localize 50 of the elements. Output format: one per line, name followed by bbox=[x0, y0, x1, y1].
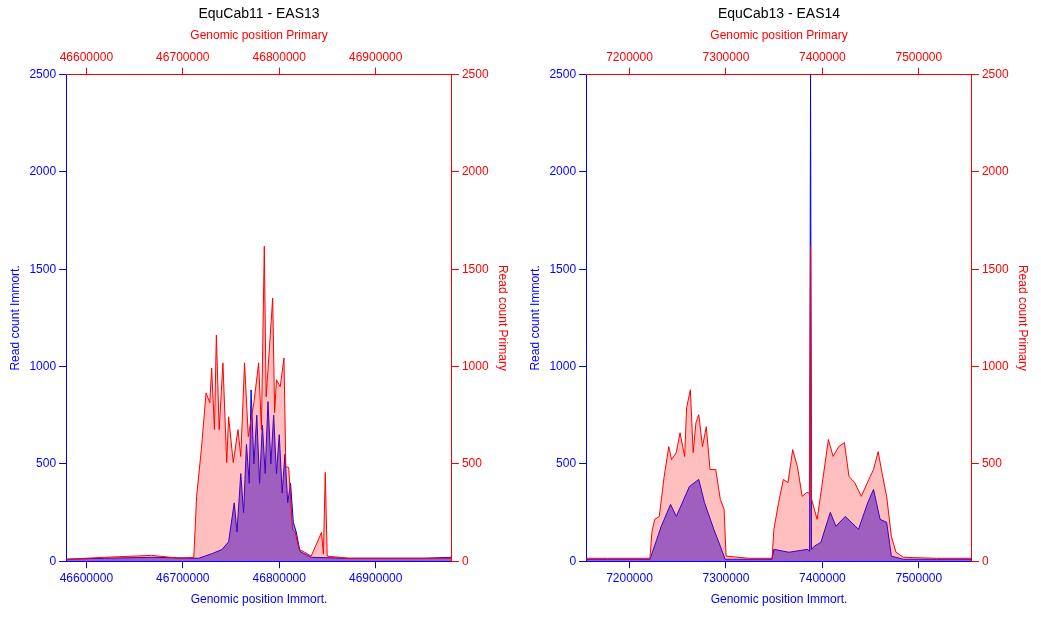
y-tick-label: 1000 bbox=[549, 358, 577, 373]
y2-tick-label: 1500 bbox=[981, 261, 1009, 276]
y2-tick-label: 1000 bbox=[981, 358, 1009, 373]
x2-tick-label: 7500000 bbox=[895, 49, 943, 64]
y2-tick-label: 2500 bbox=[981, 66, 1009, 81]
x-tick-label: 46900000 bbox=[349, 570, 403, 585]
y-tick-label: 0 bbox=[569, 553, 577, 568]
y2-tick-label: 1000 bbox=[461, 358, 489, 373]
y-axis-title: Read count Immort. bbox=[527, 265, 542, 371]
x-tick-label: 46600000 bbox=[59, 570, 114, 585]
y-tick-label: 2000 bbox=[549, 164, 577, 179]
y-tick-label: 500 bbox=[556, 456, 577, 471]
y2-tick-label: 0 bbox=[981, 553, 989, 568]
x-tick-label: 46800000 bbox=[252, 570, 307, 585]
y2-tick-label: 500 bbox=[981, 456, 1003, 471]
y-tick-label: 1500 bbox=[549, 261, 577, 276]
y-tick-label: 500 bbox=[36, 456, 57, 471]
y2-tick-label: 500 bbox=[461, 456, 483, 471]
chart-title: EquCab13 - EAS14 bbox=[717, 5, 841, 22]
y-tick-label: 2500 bbox=[549, 66, 577, 81]
y-axis-title: Read count Immort. bbox=[7, 265, 22, 371]
y-tick-label: 2500 bbox=[29, 66, 57, 81]
y2-tick-label: 2000 bbox=[461, 164, 489, 179]
x2-axis-title: Genomic position Primary bbox=[710, 28, 848, 43]
y2-tick-label: 0 bbox=[461, 553, 469, 568]
y2-axis-title: Read count Primary bbox=[1016, 264, 1031, 371]
x2-tick-label: 7200000 bbox=[606, 49, 654, 64]
x-tick-label: 7500000 bbox=[895, 570, 943, 585]
x-tick-label: 7200000 bbox=[606, 570, 654, 585]
y2-tick-label: 1500 bbox=[461, 261, 489, 276]
x2-tick-label: 7300000 bbox=[702, 49, 750, 64]
x-tick-label: 7400000 bbox=[799, 570, 847, 585]
x-tick-label: 46700000 bbox=[156, 570, 210, 585]
x-axis-title: Genomic position Immort. bbox=[190, 592, 328, 607]
x2-axis-title: Genomic position Primary bbox=[190, 28, 328, 43]
x2-tick-label: 46600000 bbox=[59, 49, 114, 64]
y-tick-label: 1000 bbox=[29, 358, 57, 373]
y2-axis-title: Read count Primary bbox=[496, 264, 511, 371]
y2-tick-label: 2000 bbox=[981, 164, 1009, 179]
x2-tick-label: 46800000 bbox=[252, 49, 307, 64]
x2-tick-label: 7400000 bbox=[799, 49, 847, 64]
chart-title: EquCab11 - EAS13 bbox=[198, 5, 320, 22]
x2-tick-label: 46700000 bbox=[156, 49, 210, 64]
y-tick-label: 1500 bbox=[29, 261, 57, 276]
y2-tick-label: 2500 bbox=[461, 66, 489, 81]
y-tick-label: 0 bbox=[49, 553, 57, 568]
x-axis-title: Genomic position Immort. bbox=[710, 592, 848, 607]
y-tick-label: 2000 bbox=[29, 164, 57, 179]
x2-tick-label: 46900000 bbox=[349, 49, 403, 64]
x-tick-label: 7300000 bbox=[702, 570, 750, 585]
